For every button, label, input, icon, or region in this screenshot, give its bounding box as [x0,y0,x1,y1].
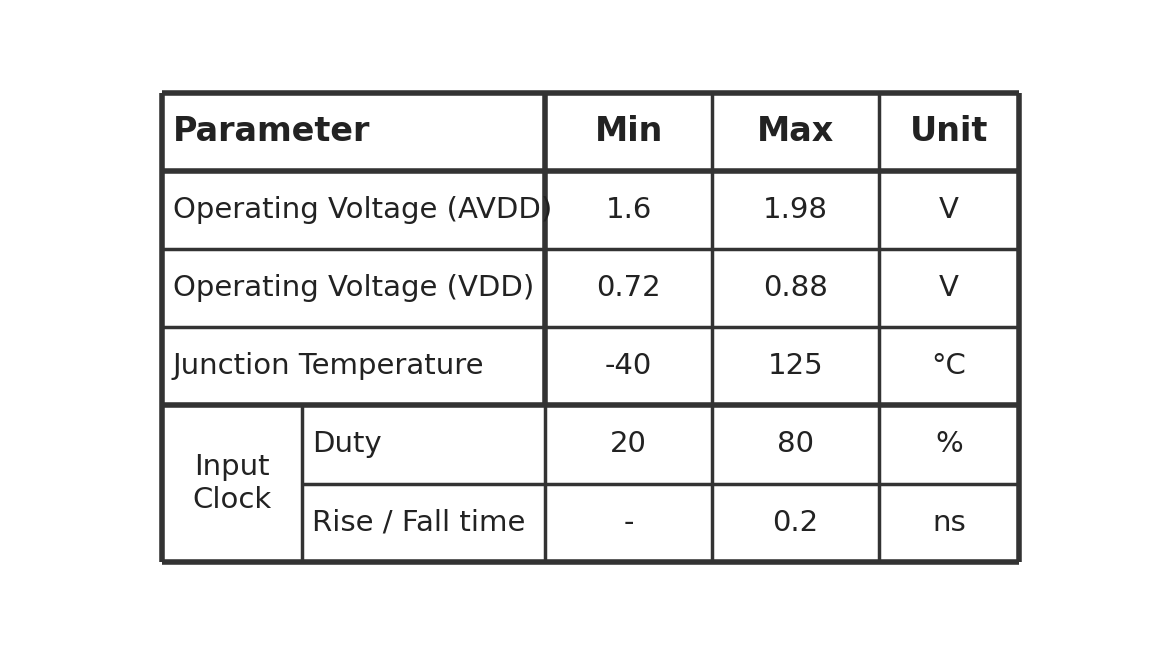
Text: 0.72: 0.72 [597,274,661,302]
Text: Duty: Duty [312,430,382,459]
Text: V: V [939,196,958,224]
Text: V: V [939,274,958,302]
Text: Operating Voltage (AVDD): Operating Voltage (AVDD) [173,196,552,224]
Text: ns: ns [932,509,965,537]
Text: -40: -40 [605,353,652,380]
Text: Min: Min [594,115,662,148]
Text: 125: 125 [768,353,824,380]
Text: Parameter: Parameter [173,115,370,148]
Text: 1.6: 1.6 [606,196,652,224]
Text: 0.88: 0.88 [764,274,828,302]
Text: -: - [623,509,634,537]
Text: %: % [935,430,963,459]
Text: 20: 20 [611,430,647,459]
Text: Operating Voltage (VDD): Operating Voltage (VDD) [173,274,533,302]
Text: 0.2: 0.2 [773,509,819,537]
Text: Input
Clock: Input Clock [192,454,272,514]
Text: Max: Max [757,115,834,148]
Text: 80: 80 [778,430,814,459]
Text: °C: °C [932,353,967,380]
Text: Unit: Unit [910,115,988,148]
Text: Junction Temperature: Junction Temperature [173,353,484,380]
Text: Rise / Fall time: Rise / Fall time [312,509,525,537]
Text: 1.98: 1.98 [763,196,828,224]
